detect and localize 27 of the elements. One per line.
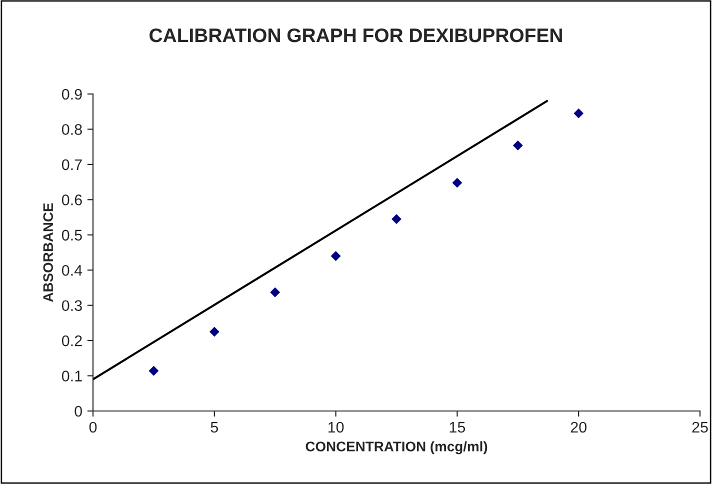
y-tick-label: 0.4 <box>62 264 82 276</box>
point <box>270 287 280 298</box>
y-tick-label: 0.2 <box>62 335 82 346</box>
x-tick-label: 10 <box>328 422 344 433</box>
x-tick-label: 25 <box>692 422 708 433</box>
point <box>330 251 341 261</box>
y-tick-label: 0.1 <box>62 370 82 382</box>
y-tick-label: 0.5 <box>62 230 82 241</box>
point <box>210 326 220 337</box>
y-tick-label: 0.6 <box>62 194 82 206</box>
x-axis-title: CONCENTRATION (mcg/ml) <box>306 441 488 454</box>
y-tick-label: 0 <box>74 406 82 417</box>
y-tick-label: 0.3 <box>62 300 82 312</box>
x-tick-label: 0 <box>89 422 97 433</box>
chart-title: CALIBRATION GRAPH FOR DEXIBUPROFEN <box>150 28 562 42</box>
point <box>513 140 523 150</box>
point <box>148 366 159 376</box>
y-tick-label: 0.9 <box>62 88 82 100</box>
point <box>392 214 402 224</box>
x-tick-label: 20 <box>570 422 586 433</box>
point <box>574 108 584 118</box>
x-tick-label: 5 <box>210 422 218 433</box>
y-tick-label: 0.8 <box>62 124 82 135</box>
y-tick-label: 0.7 <box>62 159 82 170</box>
y-axis-title: ABSORBANCE <box>43 203 54 302</box>
point <box>452 178 462 188</box>
x-tick-label: 15 <box>450 422 466 433</box>
